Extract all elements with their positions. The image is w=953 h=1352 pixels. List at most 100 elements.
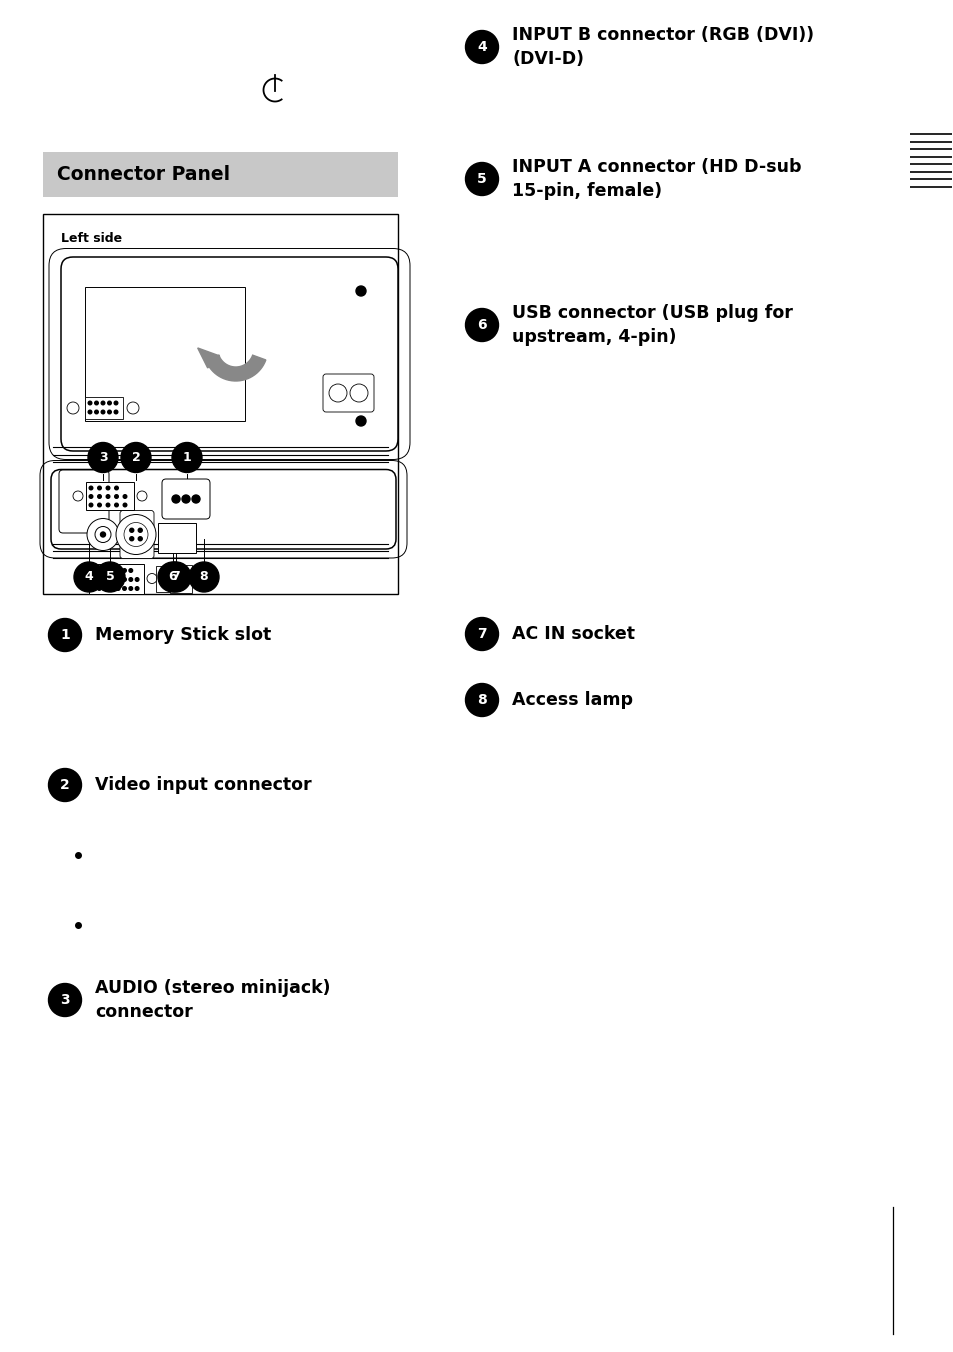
Circle shape [108,402,112,404]
Circle shape [130,529,133,533]
Circle shape [100,531,106,537]
Circle shape [123,495,127,499]
Circle shape [49,768,81,802]
Text: 5: 5 [476,172,486,187]
Text: 8: 8 [199,571,208,584]
Polygon shape [197,347,219,368]
Text: 3: 3 [98,452,107,464]
Circle shape [116,569,120,572]
Circle shape [91,569,94,572]
Circle shape [129,569,132,572]
Circle shape [114,487,118,489]
Text: Video input connector: Video input connector [95,776,312,794]
FancyBboxPatch shape [158,522,195,553]
Circle shape [172,442,202,472]
Circle shape [88,402,91,404]
Circle shape [73,491,83,502]
Text: INPUT B connector (RGB (DVI))
(DVI-D): INPUT B connector (RGB (DVI)) (DVI-D) [512,26,813,68]
Circle shape [94,402,98,404]
Text: Left side: Left side [61,233,122,245]
Text: 3: 3 [60,992,70,1007]
Text: Connector Panel: Connector Panel [57,165,230,184]
Text: 1: 1 [60,627,70,642]
Circle shape [465,162,498,196]
Circle shape [108,410,112,414]
Text: Access lamp: Access lamp [512,691,633,708]
Circle shape [91,587,94,591]
Circle shape [114,410,117,414]
FancyBboxPatch shape [323,375,374,412]
FancyBboxPatch shape [86,483,133,510]
Text: USB connector (USB plug for
upstream, 4-pin): USB connector (USB plug for upstream, 4-… [512,304,792,346]
Circle shape [97,577,101,581]
Circle shape [87,519,119,550]
Circle shape [97,495,101,499]
Circle shape [350,384,368,402]
Text: 4: 4 [85,571,93,584]
Circle shape [465,618,498,650]
Circle shape [116,577,120,581]
Circle shape [110,569,113,572]
Circle shape [74,562,104,592]
Circle shape [329,384,347,402]
Circle shape [90,503,92,507]
Circle shape [94,410,98,414]
Text: INPUT A connector (HD D-sub
15-pin, female): INPUT A connector (HD D-sub 15-pin, fema… [512,158,801,200]
Circle shape [129,587,132,591]
FancyBboxPatch shape [61,257,397,452]
Circle shape [138,537,142,541]
Text: 8: 8 [476,694,486,707]
Circle shape [158,562,188,592]
Circle shape [129,577,132,581]
Text: 7: 7 [476,627,486,641]
FancyBboxPatch shape [85,287,245,420]
FancyBboxPatch shape [85,397,123,419]
Circle shape [97,487,101,489]
Circle shape [97,503,101,507]
FancyBboxPatch shape [89,564,144,594]
Circle shape [49,983,81,1017]
Circle shape [106,495,110,499]
Circle shape [123,569,126,572]
Text: 2: 2 [60,777,70,792]
FancyBboxPatch shape [170,565,192,592]
Circle shape [95,526,111,542]
Circle shape [135,577,139,581]
Circle shape [67,402,79,414]
Circle shape [465,684,498,717]
Circle shape [124,522,148,546]
Circle shape [97,569,101,572]
FancyBboxPatch shape [51,469,395,549]
Text: AUDIO (stereo minijack)
connector: AUDIO (stereo minijack) connector [95,979,330,1021]
Circle shape [137,491,147,502]
Circle shape [121,442,151,472]
Circle shape [88,442,118,472]
Polygon shape [206,356,266,381]
Text: 6: 6 [476,318,486,333]
Circle shape [116,515,156,554]
Circle shape [90,487,92,489]
Circle shape [97,587,101,591]
Circle shape [138,529,142,533]
Text: AC IN socket: AC IN socket [512,625,635,644]
Circle shape [110,577,113,581]
Circle shape [355,287,366,296]
Circle shape [161,562,191,592]
Circle shape [101,402,105,404]
Circle shape [91,577,94,581]
Circle shape [127,402,139,414]
Circle shape [189,562,219,592]
Circle shape [182,495,190,503]
Text: 1: 1 [182,452,192,464]
FancyBboxPatch shape [43,214,397,594]
Circle shape [101,410,105,414]
Circle shape [172,495,180,503]
Circle shape [123,503,127,507]
Circle shape [104,587,108,591]
Circle shape [49,618,81,652]
Text: 6: 6 [169,571,177,584]
Text: 2: 2 [132,452,140,464]
Circle shape [114,495,118,499]
Circle shape [114,503,118,507]
Circle shape [355,416,366,426]
